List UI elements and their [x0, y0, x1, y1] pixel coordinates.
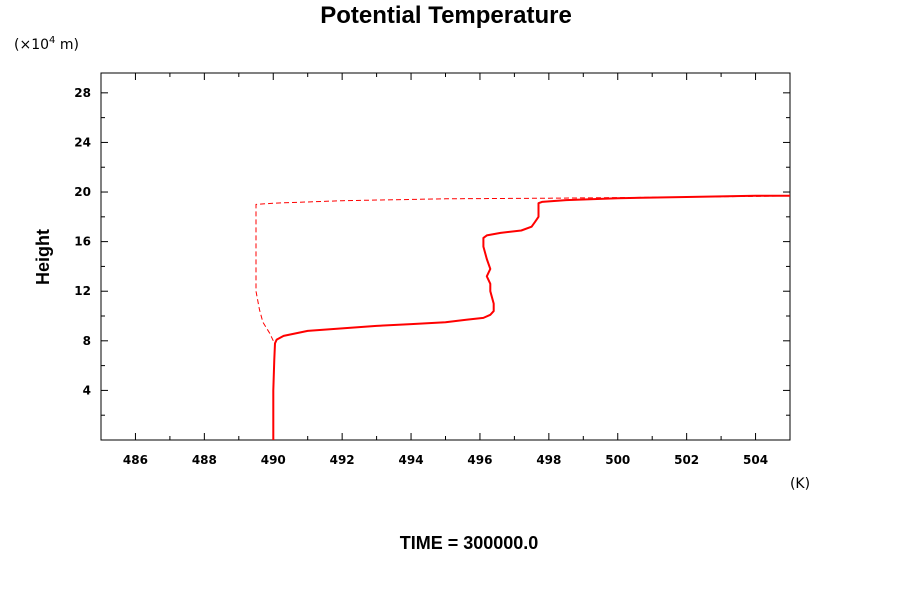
y-tick-label: 20 — [74, 185, 91, 199]
y-tick-label: 8 — [83, 334, 91, 348]
x-tick-label: 502 — [674, 453, 699, 467]
plot-area: 486 488 490 492 494 496 498 500 502 504 4 8 12 16 20 2… — [74, 72, 791, 467]
y-tick-label: 16 — [74, 235, 91, 249]
y-tick-labels: 4 8 12 16 20 24 28 — [74, 86, 91, 398]
x-tick-label: 488 — [192, 453, 217, 467]
plot-frame — [100, 72, 791, 441]
y-axis-units-suffix: m) — [55, 37, 79, 53]
y-tick-label: 4 — [83, 383, 91, 397]
tick-marks — [100, 73, 791, 440]
y-axis-units: (×104 m) — [14, 35, 79, 53]
time-label: TIME = 300000.0 — [400, 533, 539, 553]
x-tick-label: 490 — [261, 453, 286, 467]
x-tick-labels: 486 488 490 492 494 496 498 500 502 504 — [123, 453, 768, 467]
y-axis-units-exponent: 4 — [49, 35, 55, 46]
x-tick-label: 504 — [743, 453, 768, 467]
y-axis-units-prefix: (×10 — [14, 37, 49, 53]
x-tick-label: 486 — [123, 453, 148, 467]
x-tick-label: 496 — [467, 453, 492, 467]
x-tick-label: 498 — [536, 453, 561, 467]
y-tick-label: 28 — [74, 86, 91, 100]
x-tick-label: 492 — [330, 453, 355, 467]
dashed-series-line — [255, 195, 791, 342]
y-tick-label: 12 — [74, 284, 91, 298]
x-tick-label: 500 — [605, 453, 630, 467]
chart-title: Potential Temperature — [320, 2, 572, 29]
x-tick-label: 494 — [399, 453, 424, 467]
y-axis-label: Height — [33, 229, 53, 285]
x-axis-units: (K) — [790, 476, 810, 492]
series-layer — [255, 194, 791, 440]
y-tick-label: 24 — [74, 135, 91, 149]
solid-series-line — [272, 194, 790, 440]
